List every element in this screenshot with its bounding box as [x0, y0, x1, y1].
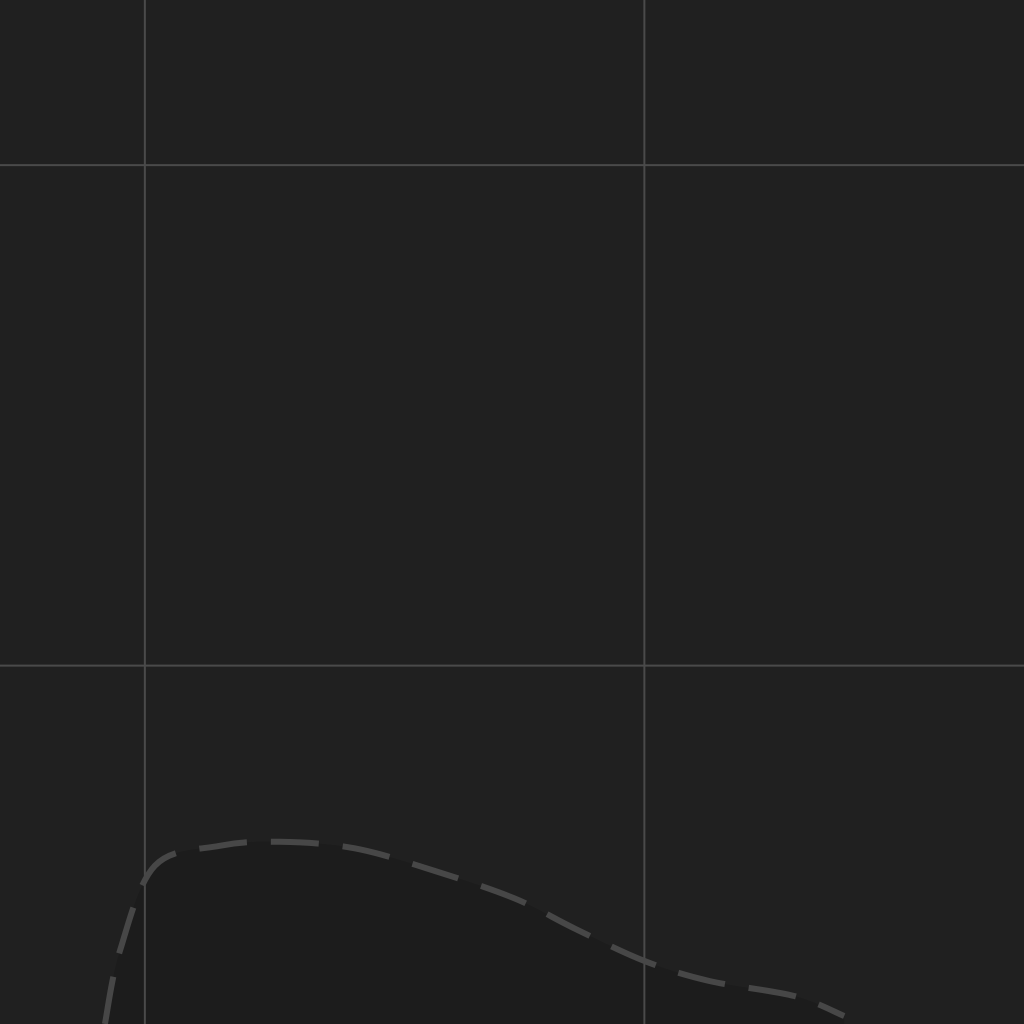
- series-layer: [101, 838, 846, 1024]
- area-layer: [104, 841, 845, 1024]
- series-0-area: [104, 841, 845, 1024]
- series-0-line: [101, 838, 846, 1024]
